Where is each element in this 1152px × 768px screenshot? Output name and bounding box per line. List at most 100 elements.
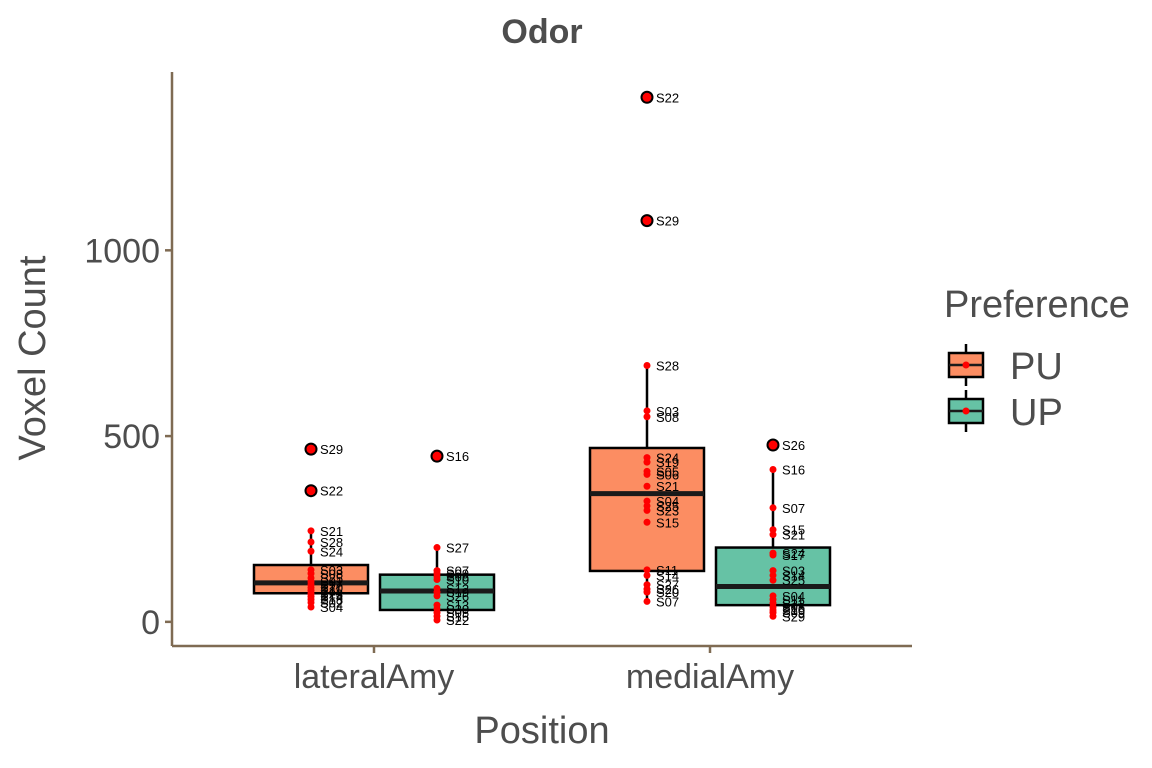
y-axis-ticks: 0 500 1000: [84, 232, 172, 642]
point-label: S08: [782, 600, 805, 615]
data-point: [769, 567, 777, 575]
point-label: S17: [782, 548, 805, 563]
point-label: S12: [446, 581, 469, 596]
data-point: [307, 547, 315, 555]
point-label: S14: [782, 568, 805, 583]
point-label: S06: [656, 467, 679, 482]
outlier-point: [766, 438, 780, 452]
outlier-label: S22: [320, 484, 343, 499]
point-label: S27: [656, 578, 679, 593]
data-point: [433, 592, 441, 600]
outlier-label: S29: [320, 442, 343, 457]
data-point: [643, 470, 651, 478]
data-point: [643, 597, 651, 605]
point-label: S09: [446, 567, 469, 582]
point-label: S03: [782, 564, 805, 579]
legend-item-PU: PU: [947, 344, 1063, 388]
point-label: S04: [782, 589, 805, 604]
chart-title: Odor: [501, 13, 582, 51]
point-label: S24: [782, 546, 805, 561]
x-tick-label: medialAmy: [626, 658, 794, 696]
data-point: [643, 566, 651, 574]
point-label: S11: [782, 593, 804, 608]
data-point: [433, 616, 441, 624]
data-point: [433, 575, 441, 583]
outlier-label: S29: [656, 214, 679, 229]
point-label: S23: [656, 503, 679, 518]
data-point: [769, 576, 777, 584]
data-point: [643, 482, 651, 490]
data-point: [433, 544, 441, 552]
point-label: S15: [782, 523, 805, 538]
data-point: [307, 603, 315, 611]
point-label: S07: [782, 501, 805, 516]
point-label: S29: [782, 609, 805, 624]
box-medialAmy-PU: S22S29S28S03S08S24S19S05S06S21S04S25S23S…: [588, 90, 706, 609]
point-label: S28: [656, 359, 679, 374]
point-label: S11: [320, 584, 342, 599]
data-point: [643, 362, 651, 370]
point-label: S05: [656, 464, 679, 479]
point-label: S24: [320, 544, 343, 559]
point-label: S22: [446, 613, 469, 628]
data-point: [769, 571, 777, 579]
data-point: [307, 527, 315, 535]
legend-key-point: [962, 407, 970, 415]
legend-title: Preference: [944, 284, 1130, 326]
plot-area: S29S22S21S28S24S03S08S25S01S17S20S11S23S…: [252, 90, 832, 628]
point-label: S04: [656, 494, 679, 509]
point-label: S30: [446, 602, 469, 617]
point-label: S25: [320, 571, 343, 586]
point-label: S15: [656, 515, 679, 530]
point-label: S21: [320, 524, 343, 539]
point-label: S07: [446, 564, 469, 579]
data-point: [769, 531, 777, 539]
point-label: S06: [446, 570, 469, 585]
point-label: S20: [320, 581, 343, 596]
data-point: [643, 497, 651, 505]
point-label: S08: [656, 410, 679, 425]
outlier-label: S22: [656, 90, 679, 105]
point-label: S26: [446, 589, 469, 604]
data-point: [307, 538, 315, 546]
point-label: S22: [782, 596, 805, 611]
x-axis-title: Position: [474, 710, 609, 752]
data-point: [643, 458, 651, 466]
point-label: S13: [446, 598, 469, 613]
x-tick-label: lateralAmy: [294, 658, 455, 696]
outlier-point: [430, 449, 444, 463]
box-lateralAmy-UP: S16 S27 S07S09S06S10S12S19S26S13S30S05S15S…: [378, 449, 496, 628]
point-label: S20: [656, 585, 679, 600]
point-label: S21: [782, 528, 805, 543]
point-label: S03: [320, 563, 343, 578]
point-label: S15: [446, 609, 469, 624]
legend-label: UP: [1010, 392, 1063, 434]
data-point: [769, 526, 777, 534]
point-label: S23: [320, 587, 343, 602]
outlier-point: [304, 442, 318, 456]
point-label: S19: [656, 455, 679, 470]
outlier-label: S26: [782, 438, 805, 453]
data-point: [643, 588, 651, 596]
point-label: S08: [320, 567, 343, 582]
point-label: S16: [782, 463, 805, 478]
y-tick-label: 500: [103, 418, 160, 456]
data-point: [643, 506, 651, 514]
outlier-label: S16: [446, 449, 469, 464]
point-label: S24: [656, 451, 679, 466]
y-tick-label: 1000: [84, 232, 160, 270]
data-point: [643, 413, 651, 421]
point-label: S19: [446, 585, 469, 600]
point-label: S14: [656, 568, 679, 583]
point-label: S26: [656, 582, 679, 597]
outlier-point: [640, 90, 654, 104]
data-point: [769, 551, 777, 559]
legend-key-point: [962, 361, 970, 369]
point-label: S27: [446, 541, 469, 556]
point-label: S04: [320, 600, 343, 615]
point-label: S14: [320, 590, 343, 605]
data-point: [643, 407, 651, 415]
y-axis-title: Voxel Count: [12, 255, 54, 460]
